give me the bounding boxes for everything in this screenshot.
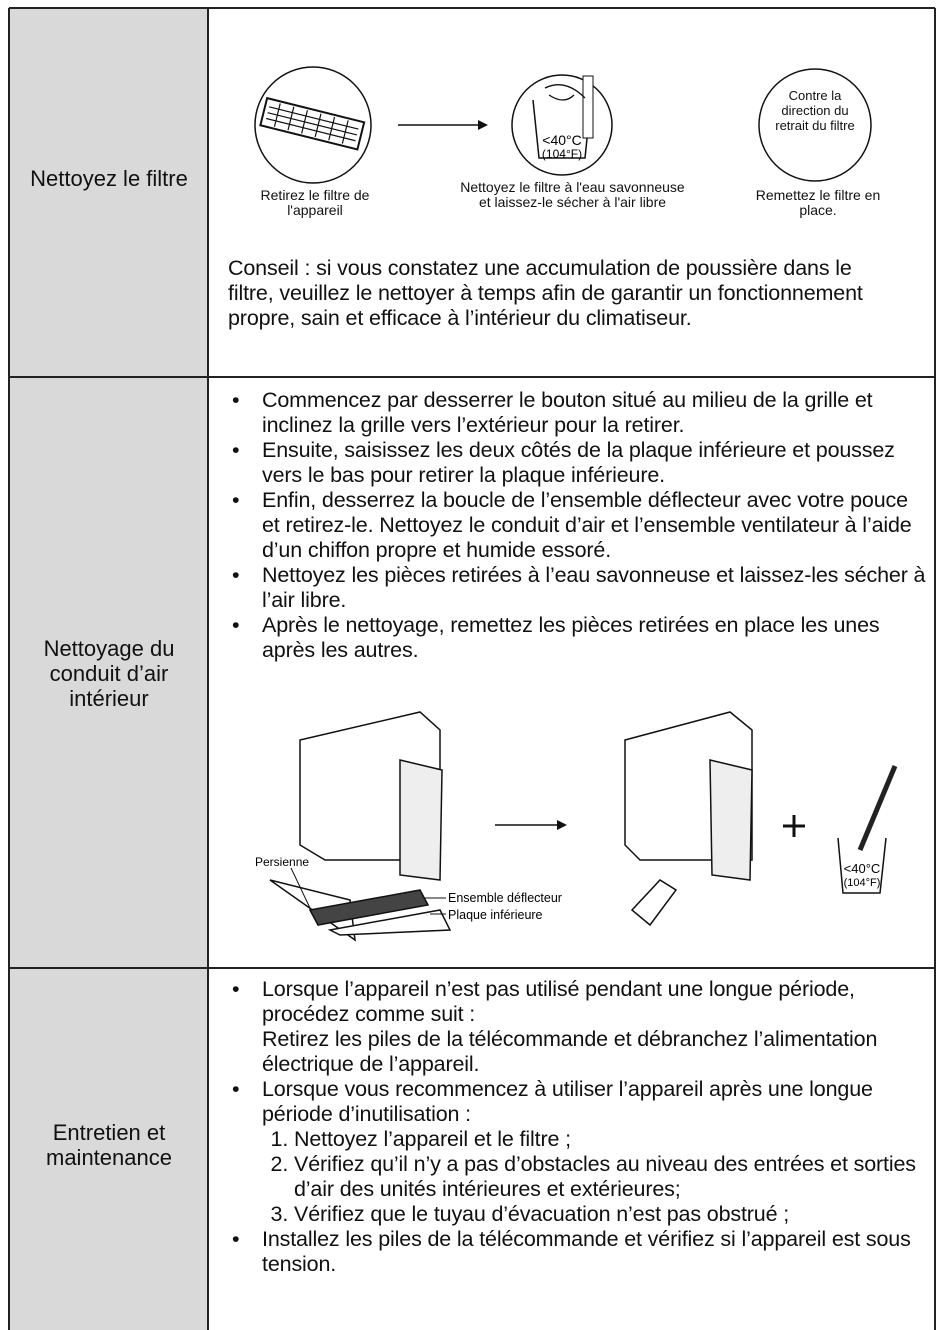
row-label: Entretien et maintenance: [46, 1120, 172, 1170]
bullet: Installez les piles de la télécommande e…: [232, 1227, 930, 1277]
step: Vérifiez que le tuyau d’évacuation n’est…: [294, 1202, 930, 1227]
figure-label: Ensemble déflecteur: [448, 891, 562, 905]
bullets: Lorsque l’appareil n’est pas utilisé pen…: [228, 977, 930, 1277]
step: Vérifiez qu’il n’y a pas d’obstacles au …: [294, 1152, 930, 1202]
bullet: Lorsque vous recommencez à utiliser l’ap…: [232, 1077, 930, 1227]
temp-label: <40°C: [542, 132, 581, 148]
caption: Retirez le filtre de l'appareil: [260, 187, 370, 218]
temp-label: (104°F): [542, 147, 582, 161]
bullet-text: Lorsque vous recommencez à utiliser l’ap…: [262, 1077, 873, 1126]
figure-note: Contre la direction du retrait du filtre: [775, 88, 855, 133]
bullet-text: Lorsque l’appareil n’est pas utilisé pen…: [262, 977, 855, 1026]
bullet-text: Installez les piles de la télécommande e…: [262, 1227, 911, 1276]
figure-label: Persienne: [255, 855, 309, 869]
row-label: Nettoyage du conduit d’air intérieur: [43, 636, 175, 711]
bullet-list: Lorsque l’appareil n’est pas utilisé pen…: [228, 977, 930, 1277]
bullet: Enfin, desserrez la boucle de l’ensemble…: [232, 488, 928, 563]
bullets: Commencez par desserrer le bouton situé …: [228, 388, 928, 663]
step: Nettoyez l’appareil et le filtre ;: [294, 1127, 930, 1152]
caption: Nettoyez le filtre à l'eau savonneuse et…: [460, 179, 685, 210]
steps: Nettoyez l’appareil et le filtre ;Vérifi…: [262, 1127, 930, 1227]
bullet: Commencez par desserrer le bouton situé …: [232, 388, 928, 438]
bullet: Ensuite, saisissez les deux côtés de la …: [232, 438, 928, 488]
bullet-list: Commencez par desserrer le bouton situé …: [228, 388, 928, 663]
bullet: Après le nettoyage, remettez les pièces …: [232, 613, 928, 663]
bullet: Nettoyez les pièces retirées à l’eau sav…: [232, 563, 928, 613]
temp-label: (104°F): [844, 877, 881, 889]
temp-label: <40°C: [844, 861, 881, 876]
caption: Remettez le filtre en place.: [755, 187, 881, 218]
tip: Conseil : si vous constatez une accumula…: [228, 256, 863, 330]
bullet: Lorsque l’appareil n’est pas utilisé pen…: [232, 977, 930, 1077]
figure-label: Plaque inférieure: [448, 908, 543, 922]
bullet-detail: Retirez les piles de la télécommande et …: [262, 1027, 878, 1076]
row-label: Nettoyez le filtre: [30, 166, 188, 191]
